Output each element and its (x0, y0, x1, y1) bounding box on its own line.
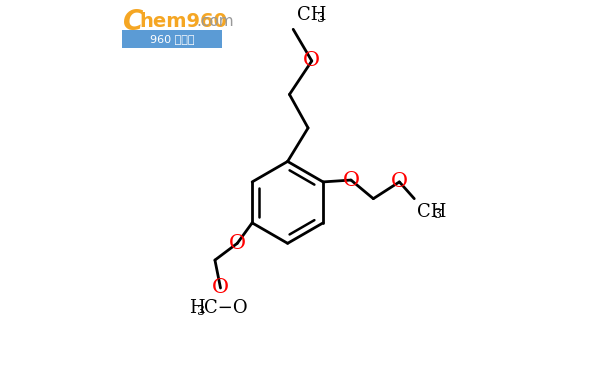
Text: O: O (391, 172, 408, 191)
Text: 3: 3 (434, 208, 442, 221)
Text: O: O (229, 234, 246, 253)
Text: C−O: C−O (204, 300, 247, 318)
Text: H: H (189, 300, 204, 318)
Text: C: C (123, 8, 143, 36)
Text: CH: CH (417, 203, 446, 221)
Bar (122, 30, 223, 48)
Text: 3: 3 (197, 305, 205, 318)
Text: hem960: hem960 (140, 12, 228, 32)
Text: 960 化工网: 960 化工网 (150, 34, 194, 44)
Text: .com: .com (197, 14, 234, 29)
Text: O: O (303, 51, 320, 70)
Text: O: O (342, 171, 359, 189)
Text: O: O (212, 279, 229, 297)
Text: CH: CH (297, 6, 326, 24)
Text: 3: 3 (316, 12, 325, 25)
